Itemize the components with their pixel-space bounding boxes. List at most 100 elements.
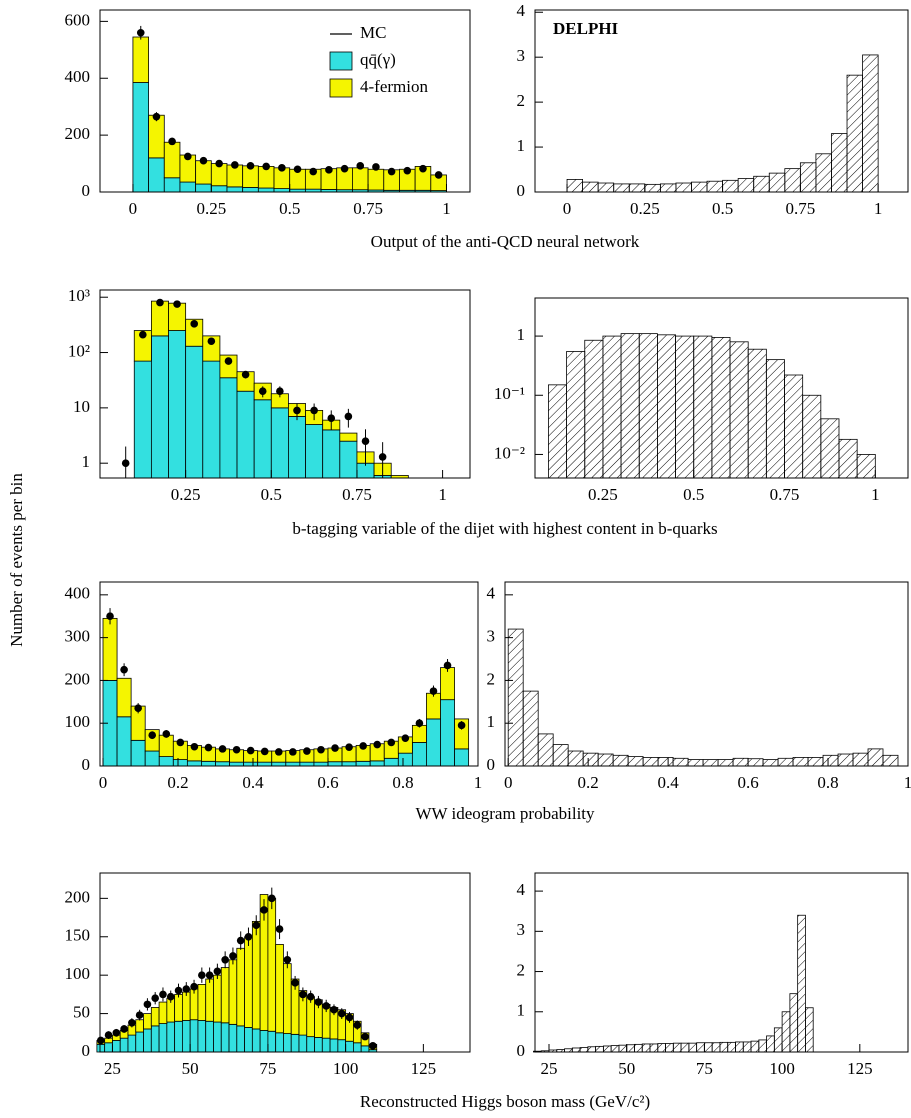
data-point [289, 748, 297, 756]
data-point [372, 163, 380, 171]
x-axis-label: b-tagging variable of the dijet with hig… [292, 519, 717, 538]
histogram-bar [766, 1035, 775, 1053]
histogram-bar [259, 1030, 269, 1053]
histogram-bar [352, 167, 369, 191]
x-tick-label: 1 [871, 485, 880, 504]
histogram-bar [267, 897, 277, 1032]
x-tick-label: 0.75 [785, 199, 815, 218]
histogram-bar [168, 330, 187, 479]
histogram-bar [634, 1043, 643, 1053]
data-point [143, 1000, 152, 1009]
histogram-bar [367, 168, 385, 191]
x-tick-label: 0 [99, 773, 108, 792]
histogram-bar [186, 760, 202, 767]
y-tick-label: 1 [517, 1001, 526, 1020]
histogram-bar [595, 1045, 604, 1053]
histogram-bar [298, 1034, 308, 1053]
data-point [299, 990, 307, 999]
histogram-bar [552, 744, 569, 767]
histogram-bar [144, 750, 160, 767]
histogram-bar [158, 756, 174, 767]
data-point [236, 936, 245, 945]
histogram-bar [150, 1025, 160, 1053]
histogram-bar [675, 335, 695, 479]
histogram-bar [729, 341, 749, 479]
data-point [204, 743, 213, 752]
x-tick-label: 0.5 [683, 485, 704, 504]
data-point [104, 1031, 113, 1039]
histogram-bar [584, 339, 604, 479]
y-tick-label: 10⁻¹ [494, 384, 525, 403]
y-tick-label: 100 [65, 964, 91, 983]
histogram-bar [656, 334, 676, 479]
histogram-bar [627, 756, 644, 767]
histogram-bar [659, 183, 677, 193]
histogram-bar [717, 759, 734, 767]
histogram-bar [353, 1042, 362, 1053]
histogram-bar [582, 181, 599, 193]
data-point [213, 967, 222, 976]
data-point [344, 412, 353, 421]
histogram-bar [243, 761, 259, 767]
y-axis-label: Number of events per bin [7, 473, 26, 647]
histogram-bar [781, 1011, 791, 1053]
x-tick-label: 25 [104, 1059, 121, 1078]
data-point [205, 971, 214, 979]
histogram-bar [784, 374, 804, 479]
histogram-bar [130, 739, 146, 767]
histogram-bar [567, 750, 584, 767]
data-point [199, 156, 208, 165]
histogram-bar [158, 734, 174, 757]
data-point [340, 164, 349, 173]
histogram-bar [579, 1047, 589, 1053]
data-point [96, 1036, 105, 1045]
x-tick-label: 100 [769, 1059, 795, 1078]
histogram-bar [628, 183, 646, 193]
data-point [262, 162, 270, 171]
histogram-bar [753, 175, 770, 193]
histogram-bar [270, 407, 289, 479]
data-point [241, 370, 250, 379]
histogram-bar [283, 1033, 292, 1053]
histogram-bar [758, 1039, 767, 1053]
histogram-bar [273, 188, 291, 193]
histogram-bar [454, 748, 470, 767]
data-point [314, 998, 323, 1006]
y-tick-label: 4 [517, 1, 526, 20]
histogram-bar [797, 914, 806, 1053]
x-tick-label: 25 [540, 1059, 557, 1078]
x-tick-label: 0.2 [578, 773, 599, 792]
data-point [174, 986, 183, 995]
histogram-bar [440, 667, 455, 701]
histogram-bar [693, 335, 713, 479]
data-point [152, 112, 161, 121]
x-tick-label: 0 [563, 199, 572, 218]
histogram-bar [507, 628, 524, 767]
histogram-bar [691, 181, 708, 193]
histogram-bar [768, 172, 786, 193]
data-point [224, 357, 233, 365]
histogram-bar [618, 1044, 628, 1053]
histogram-bar [195, 183, 212, 193]
histogram-bar [202, 360, 221, 479]
y-tick-label: 0 [82, 1041, 91, 1060]
data-point [183, 152, 192, 161]
histogram-bar [566, 351, 586, 479]
data-point [148, 731, 157, 739]
x-tick-label: 0.5 [712, 199, 733, 218]
histogram-bar [271, 761, 287, 767]
histogram-bar [426, 692, 441, 720]
data-point [293, 165, 302, 174]
histogram-bar [228, 959, 238, 1025]
histogram-bar [96, 1043, 106, 1053]
histogram-bar [306, 1036, 315, 1053]
histogram-bar [127, 1034, 137, 1053]
histogram-bar [251, 1028, 261, 1053]
histogram-bar [236, 947, 245, 1027]
histogram-bar [267, 1030, 277, 1053]
histogram-bar [820, 418, 840, 479]
data-point [330, 1005, 338, 1014]
histogram-bar [613, 183, 630, 193]
data-point [310, 406, 318, 415]
x-tick-label: 0.75 [353, 199, 383, 218]
